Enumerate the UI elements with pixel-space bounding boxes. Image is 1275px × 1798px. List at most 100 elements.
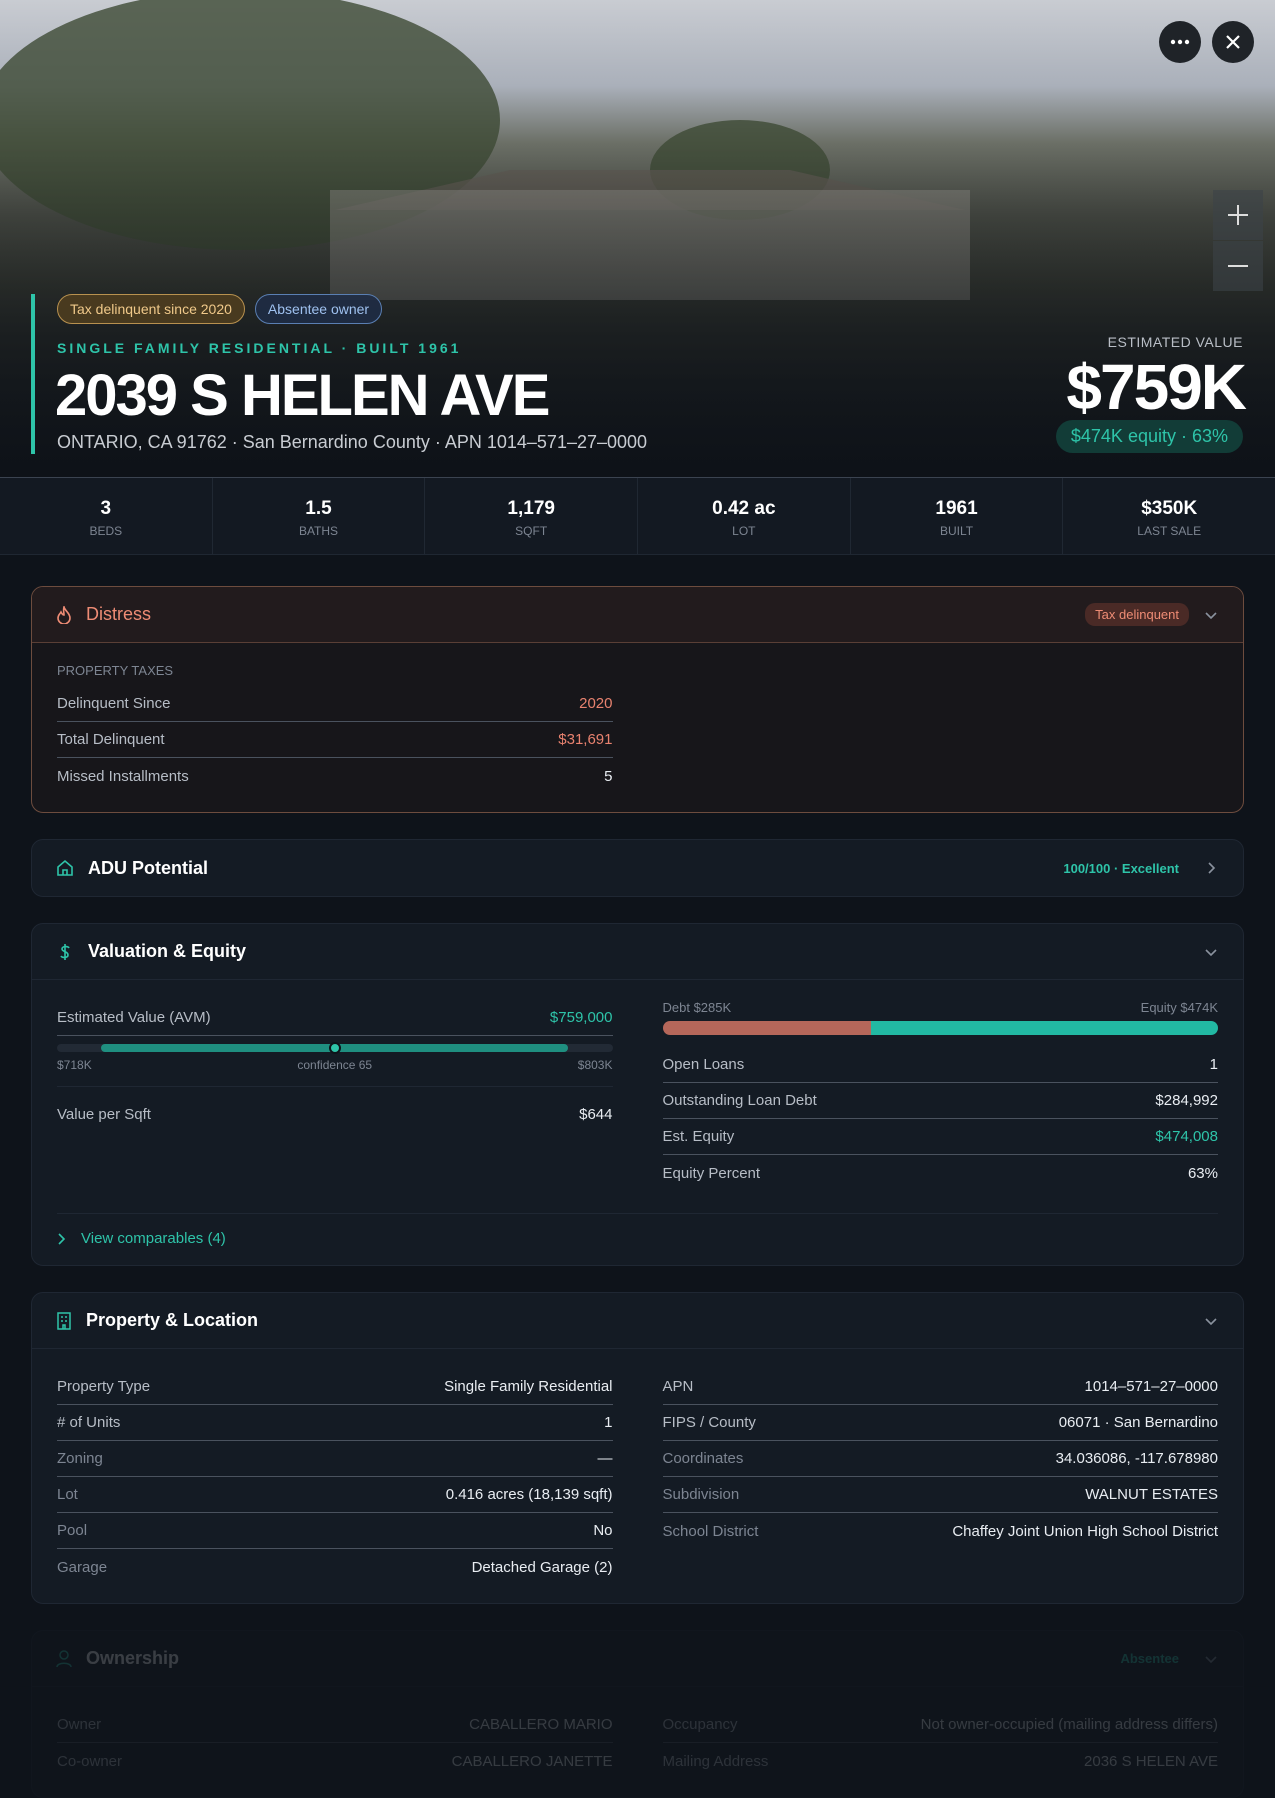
stat: 1,179 SQFT — [425, 478, 639, 554]
link-text: View comparables (4) — [81, 1230, 226, 1247]
more-icon — [1170, 39, 1190, 45]
equity-segment — [871, 1021, 1218, 1035]
row-value: CABALLERO MARIO — [469, 1716, 613, 1733]
card-title: Property & Location — [86, 1310, 259, 1330]
row-value: WALNUT ESTATES — [1085, 1486, 1218, 1503]
row-label: Co-owner — [57, 1752, 123, 1770]
columns: Owner CABALLERO MARIO Co-owner CABALLERO JA… — [57, 1707, 1218, 1779]
stat-label: BEDS — [89, 524, 123, 538]
range-scale: $718K confidence 65 $803K — [57, 1058, 613, 1072]
card-body: PROPERTY TAXES Delinquent Since 2020 Total… — [32, 643, 1243, 812]
building-icon — [57, 1311, 71, 1330]
row: Subdivision WALNUT ESTATES — [662, 1477, 1218, 1513]
estimate: $759K — [1066, 351, 1247, 423]
range-high: $803K — [577, 1058, 613, 1072]
row-value: $644 — [579, 1106, 613, 1123]
columns: PROPERTY TAXES Delinquent Since 2020 Total… — [57, 663, 1218, 794]
row-value: CABALLERO JANETTE — [451, 1752, 613, 1770]
equity-pill: $474K equity · 63% — [1055, 420, 1243, 453]
card-header[interactable]: Valuation & Equity — [32, 924, 1243, 980]
row-label: Est. Equity — [662, 1128, 735, 1145]
address: 2039 S HELEN AVE — [55, 363, 550, 428]
row-label: # of Units — [57, 1414, 121, 1431]
row-value: 06071 · San Bernardino — [1058, 1414, 1218, 1431]
columns: Property Type Single Family Residential # … — [57, 1369, 1218, 1585]
row-label: Total Delinquent — [57, 731, 165, 748]
card-header[interactable]: Ownership Absentee — [32, 1631, 1243, 1687]
row-label: Delinquent Since — [57, 695, 171, 712]
row: Equity Percent 63% — [663, 1155, 1219, 1191]
confidence-slider — [57, 1042, 613, 1054]
card-body: Owner CABALLERO MARIO Co-owner CABALLERO JA… — [32, 1687, 1243, 1797]
accent-bar — [31, 294, 35, 454]
stat: 1961 BUILT — [851, 478, 1064, 554]
zoom-out[interactable] — [1213, 241, 1263, 291]
chevron — [58, 1232, 66, 1245]
column: Debt $285K Equity $474K Open Loans 1 Outsta… — [662, 1000, 1219, 1191]
row: Total Delinquent $31,691 — [57, 722, 613, 758]
row-value: Detached Garage (2) — [471, 1558, 613, 1576]
stat-label: SQFT — [515, 524, 548, 538]
row-value: 34.036086, -117.678980 — [1055, 1450, 1218, 1467]
card-body: Property Type Single Family Residential # … — [32, 1349, 1243, 1603]
equity-label: Equity $474K — [1140, 1000, 1218, 1015]
adu-score: 100/100 · Excellent — [1063, 860, 1179, 876]
row-label: Coordinates — [662, 1450, 744, 1467]
row: Missed Installments 5 — [57, 758, 613, 794]
row: FIPS / County 06071 · San Bernardino — [662, 1405, 1218, 1441]
column: APN 1014–571–27–0000 FIPS / County 06071 · … — [662, 1369, 1218, 1585]
card-header[interactable]: ADU Potential 100/100 · Excellent — [32, 840, 1243, 896]
row-value: 0.416 acres (18,139 sqft) — [445, 1486, 613, 1503]
row: Property Type Single Family Residential — [57, 1369, 613, 1405]
row: Occupancy Not owner-occupied (mailing add… — [662, 1707, 1218, 1743]
row: Delinquent Since 2020 — [57, 686, 613, 722]
row-value: 2020 — [579, 695, 613, 712]
card-header[interactable]: Distress Tax delinquent — [32, 587, 1243, 643]
zoom-in[interactable] — [1213, 190, 1263, 240]
debt-label: Debt $285K — [662, 1000, 732, 1015]
stat-value: 3 — [100, 498, 112, 519]
row: Lot 0.416 acres (18,139 sqft) — [57, 1477, 613, 1513]
close-button[interactable] — [1212, 21, 1254, 63]
ownership-card: Ownership Absentee Owner CABALLERO MARIO C… — [31, 1630, 1244, 1798]
card-body: Estimated Value (AVM) $759,000 $718K confi… — [32, 980, 1243, 1265]
property-card: Property & Location Property Type Single … — [31, 1292, 1244, 1604]
row-label: Garage — [57, 1558, 108, 1576]
row-value: 5 — [604, 767, 613, 785]
stat-value: $350K — [1141, 498, 1198, 519]
chevron — [1205, 948, 1217, 956]
chevron — [1208, 862, 1216, 874]
comparables-link[interactable]: View comparables (4) — [57, 1213, 1218, 1247]
stats-bar: 3 BEDS 1.5 BATHS 1,179 SQFT 0.42 ac LOT 1961 BUIL… — [0, 478, 1275, 555]
row-label: Subdivision — [662, 1486, 740, 1503]
row: Open Loans 1 — [662, 1047, 1218, 1083]
card-title: ADU Potential — [88, 857, 209, 878]
row: Co-owner CABALLERO JANETTE — [57, 1743, 613, 1779]
row-label: Zoning — [57, 1450, 103, 1467]
card-title: Ownership — [86, 1648, 180, 1668]
row-label: Lot — [57, 1486, 78, 1503]
row: Mailing Address 2036 S HELEN AVE — [663, 1743, 1219, 1779]
minus-icon — [1228, 265, 1248, 267]
row: APN 1014–571–27–0000 — [662, 1369, 1218, 1405]
chevron — [1205, 1655, 1217, 1663]
row-value: 2036 S HELEN AVE — [1084, 1752, 1218, 1770]
row-value: Single Family Residential — [444, 1378, 613, 1395]
row: Est. Equity $474,008 — [662, 1119, 1218, 1155]
row-value: $284,992 — [1155, 1092, 1218, 1109]
row-label: Open Loans — [662, 1056, 745, 1073]
dollar-icon — [60, 943, 70, 960]
column: Owner CABALLERO MARIO Co-owner CABALLERO JA… — [57, 1707, 613, 1779]
row: # of Units 1 — [57, 1405, 613, 1441]
row-label: Outstanding Loan Debt — [662, 1092, 817, 1109]
more-button[interactable] — [1159, 21, 1201, 63]
row: Coordinates 34.036086, -117.678980 — [662, 1441, 1218, 1477]
card-title: Distress — [86, 604, 152, 624]
subtitle: SINGLE FAMILY RESIDENTIAL · BUILT 1961 — [57, 340, 462, 356]
card-header[interactable]: Property & Location — [32, 1293, 1243, 1349]
stat-value: 1,179 — [507, 498, 555, 519]
stat: 3 BEDS — [0, 478, 213, 554]
adu-card: ADU Potential 100/100 · Excellent — [31, 839, 1244, 897]
stat-label: LOT — [732, 524, 756, 538]
